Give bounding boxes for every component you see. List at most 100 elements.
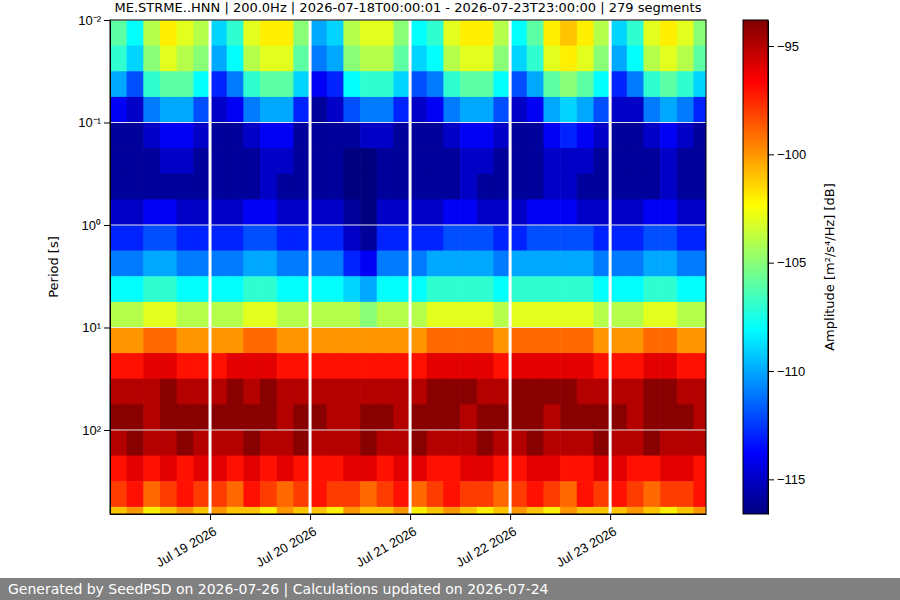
- cell: [327, 379, 344, 405]
- cell: [610, 251, 627, 277]
- cell: [327, 456, 344, 482]
- cell: [177, 174, 194, 200]
- colorbar-tick: −100: [768, 147, 806, 162]
- cell: [227, 276, 244, 302]
- cell: [127, 20, 144, 46]
- cell: [410, 302, 427, 328]
- cell: [410, 456, 427, 482]
- cell: [360, 353, 377, 379]
- cell: [310, 276, 327, 302]
- cell: [277, 148, 294, 174]
- cell: [343, 225, 360, 251]
- cell: [260, 302, 277, 328]
- cell: [560, 353, 577, 379]
- colorbar-axis-line: [768, 21, 769, 515]
- cell: [410, 379, 427, 405]
- y-tick-mark: [104, 20, 110, 21]
- cell: [627, 327, 644, 353]
- cell: [677, 302, 694, 328]
- cell: [393, 302, 410, 328]
- cell: [343, 353, 360, 379]
- cell: [143, 174, 160, 200]
- cell: [610, 225, 627, 251]
- cell: [593, 481, 610, 507]
- cell: [327, 20, 344, 46]
- cell: [193, 507, 210, 514]
- cell: [610, 276, 627, 302]
- cell: [393, 71, 410, 97]
- cell: [160, 481, 177, 507]
- cell: [160, 302, 177, 328]
- cell: [660, 327, 677, 353]
- colorbar-tick-label: −110: [777, 364, 805, 379]
- cell: [527, 456, 544, 482]
- cell: [193, 174, 210, 200]
- footer-text: Generated by SeedPSD on 2026-07-26 | Cal…: [8, 581, 549, 598]
- cell: [243, 456, 260, 482]
- cell: [127, 148, 144, 174]
- cell: [610, 199, 627, 225]
- cell: [243, 148, 260, 174]
- cell: [360, 97, 377, 123]
- cell: [393, 20, 410, 46]
- cell: [277, 302, 294, 328]
- cell: [177, 327, 194, 353]
- cell: [293, 379, 310, 405]
- cell: [343, 122, 360, 148]
- cell: [593, 251, 610, 277]
- cell: [643, 174, 660, 200]
- cell: [610, 148, 627, 174]
- cell: [527, 481, 544, 507]
- cell: [577, 379, 594, 405]
- plot-frame: [110, 20, 706, 514]
- cell: [393, 327, 410, 353]
- colorbar-tick-label: −115: [777, 472, 805, 487]
- cell: [693, 71, 706, 97]
- colorbar-tick-mark: [768, 263, 774, 264]
- cell: [343, 199, 360, 225]
- cell: [227, 430, 244, 456]
- cell: [110, 174, 127, 200]
- cell: [460, 46, 477, 72]
- cell: [693, 225, 706, 251]
- cell: [427, 174, 444, 200]
- cell: [543, 225, 560, 251]
- y-tick-mark: [104, 122, 110, 123]
- cell: [277, 71, 294, 97]
- cell: [177, 199, 194, 225]
- cell: [577, 122, 594, 148]
- cell: [293, 97, 310, 123]
- cell: [693, 148, 706, 174]
- cell: [143, 199, 160, 225]
- cell: [560, 148, 577, 174]
- cell: [543, 481, 560, 507]
- cell: [143, 97, 160, 123]
- cell: [543, 199, 560, 225]
- cell: [243, 20, 260, 46]
- cell: [293, 199, 310, 225]
- colorbar-tick-label: −95: [777, 39, 799, 54]
- x-tick-label: Jul 23 2026: [553, 523, 619, 570]
- y-tick-mark: [104, 430, 110, 431]
- cell: [427, 199, 444, 225]
- cell: [543, 379, 560, 405]
- cell: [310, 174, 327, 200]
- cell: [227, 122, 244, 148]
- colorbar-tick-label: −105: [777, 255, 806, 270]
- cell: [327, 251, 344, 277]
- cell: [577, 507, 594, 514]
- cell: [443, 379, 460, 405]
- chart-svg: Jul 19 2026Jul 20 2026Jul 21 2026Jul 22 …: [0, 0, 900, 600]
- cell: [327, 404, 344, 430]
- cell: [627, 122, 644, 148]
- cell: [210, 20, 227, 46]
- cell: [443, 20, 460, 46]
- colorbar-tick-label: −100: [777, 147, 806, 162]
- cell: [127, 174, 144, 200]
- cell: [343, 456, 360, 482]
- cell: [210, 327, 227, 353]
- cell: [643, 302, 660, 328]
- cell: [377, 404, 394, 430]
- cell: [143, 353, 160, 379]
- cell: [510, 302, 527, 328]
